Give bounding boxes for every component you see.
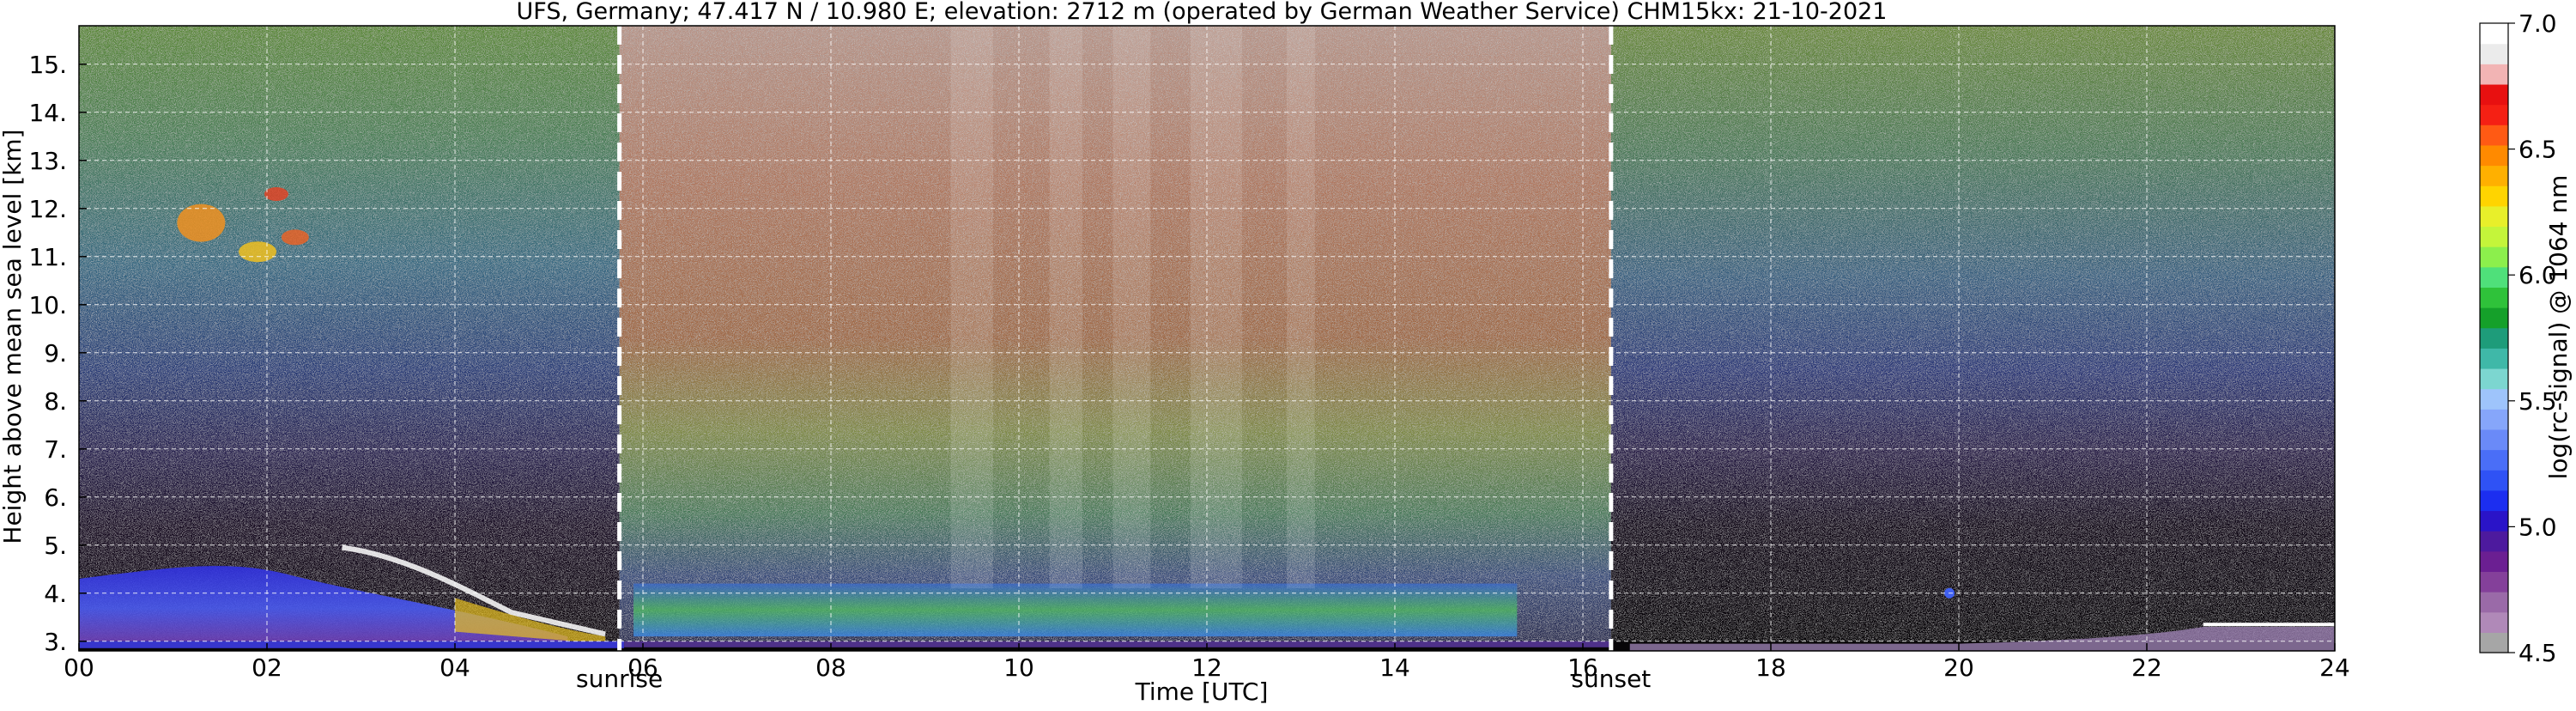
- y-tick-label: 10.: [28, 291, 67, 319]
- backscatter-features: [79, 26, 2335, 651]
- x-tick-label: 10: [1003, 653, 1034, 682]
- x-axis-label: Time [UTC]: [1135, 678, 1269, 706]
- colorbar-segment: [2480, 43, 2508, 64]
- x-tick-label: 24: [2319, 653, 2350, 682]
- colorbar-segment: [2480, 409, 2508, 430]
- x-tick-label: 04: [439, 653, 470, 682]
- colorbar-segment: [2480, 348, 2508, 369]
- y-tick-label: 15.: [28, 51, 67, 79]
- surface-signal-night: [79, 641, 625, 648]
- x-tick-label: 02: [252, 653, 282, 682]
- y-axis-label: Height above mean sea level [km]: [0, 129, 27, 544]
- cirrus-cloud-1: [177, 204, 226, 242]
- x-tick-label: 08: [815, 653, 846, 682]
- colorbar: 4.5 5.0 5.5 6.0 6.5 7.0: [2479, 9, 2557, 667]
- y-tick-label: 11.: [28, 243, 67, 271]
- colorbar-segment: [2480, 165, 2508, 186]
- colorbar-segment: [2480, 388, 2508, 410]
- y-tick-label: 6.: [44, 483, 67, 512]
- aerosol-layer-top: [342, 544, 606, 637]
- boundary-layer-transition: [455, 598, 606, 644]
- x-tick-label: 06: [627, 653, 658, 682]
- y-axis: 3. 4. 5. 6. 7. 8. 9. 10. 11. 12. 13. 14. 15.: [28, 51, 87, 656]
- colorbar-tick-label: 5.0: [2518, 513, 2557, 541]
- cirrus-cloud-3: [281, 229, 309, 246]
- daytime-streak: [1287, 26, 1315, 589]
- colorbar-segment: [2480, 327, 2508, 349]
- y-tick-label: 9.: [44, 339, 67, 368]
- colorbar-segment: [2480, 449, 2508, 471]
- daytime-streak: [950, 26, 993, 589]
- colorbar-tick-label: 6.0: [2518, 261, 2557, 289]
- y-tick-label: 5.: [44, 532, 67, 560]
- daytime-streak: [1049, 26, 1082, 589]
- colorbar-segment: [2480, 470, 2508, 491]
- colorbar-tick-label: 5.5: [2518, 387, 2557, 416]
- y-tick-label: 14.: [28, 99, 67, 127]
- colorbar-segment: [2480, 632, 2508, 653]
- cirrus-cloud-2: [239, 241, 277, 263]
- colorbar-segment: [2480, 611, 2508, 633]
- y-tick-label: 13.: [28, 147, 67, 175]
- colorbar-segment: [2480, 205, 2508, 228]
- colorbar-segment: [2480, 550, 2508, 573]
- colorbar-frame: [2479, 22, 2509, 653]
- colorbar-segment: [2480, 531, 2508, 552]
- colorbar-segment: [2480, 571, 2508, 592]
- daytime-streak: [1112, 26, 1151, 589]
- x-tick-label: 00: [64, 653, 94, 682]
- colorbar-tick-label: 4.5: [2518, 639, 2557, 667]
- x-tick-label: 14: [1379, 653, 1410, 682]
- colorbar-segment: [2480, 287, 2508, 308]
- x-tick-label: 18: [1755, 653, 1786, 682]
- sun-markers: sunrise sunset: [576, 26, 1651, 693]
- colorbar-tick-label: 6.5: [2518, 136, 2557, 164]
- colorbar-segment: [2480, 428, 2508, 451]
- colorbar-segment: [2480, 489, 2508, 512]
- colorbar-segment: [2480, 592, 2508, 613]
- x-axis: 00 02 04 06 08 10 12 14 16 18 20 22 24: [64, 643, 2350, 682]
- x-tick-label: 12: [1191, 653, 1222, 682]
- colorbar-segment: [2480, 23, 2508, 45]
- colorbar-segment: [2480, 104, 2508, 125]
- y-tick-label: 12.: [28, 195, 67, 223]
- colorbar-segment: [2480, 368, 2508, 390]
- sunset-label: sunset: [1571, 665, 1651, 693]
- x-tick-label: 20: [1943, 653, 1974, 682]
- colorbar-segment: [2480, 226, 2508, 247]
- cirrus-cloud-4: [264, 187, 288, 201]
- colorbar-segment: [2480, 144, 2508, 167]
- colorbar-segment: [2480, 64, 2508, 85]
- colorbar-segment: [2480, 510, 2508, 532]
- colorbar-segment: [2480, 246, 2508, 268]
- chart-title: UFS, Germany; 47.417 N / 10.980 E; eleva…: [517, 0, 1888, 25]
- colorbar-tick-label: 7.0: [2518, 9, 2557, 38]
- boundary-layer-night: [79, 566, 568, 651]
- colorbar-segment: [2480, 185, 2508, 207]
- y-tick-label: 4.: [44, 580, 67, 608]
- x-tick-label: 22: [2131, 653, 2162, 682]
- y-tick-label: 7.: [44, 435, 67, 464]
- daytime-streak: [1190, 26, 1243, 589]
- surface-signal-evening: [1629, 627, 2335, 651]
- surface-signal-day: [624, 641, 1611, 647]
- colorbar-segment: [2480, 266, 2508, 288]
- sunrise-label: sunrise: [576, 665, 663, 693]
- grid-lines: [79, 26, 2335, 651]
- x-tick-label: 16: [1567, 653, 1598, 682]
- colorbar-segment: [2480, 307, 2508, 329]
- colorbar-segment: [2480, 83, 2508, 106]
- y-tick-label: 3.: [44, 628, 67, 656]
- colorbar-segment: [2480, 125, 2508, 146]
- y-tick-label: 8.: [44, 387, 67, 416]
- boundary-layer-day: [633, 583, 1518, 637]
- colorbar-label: log(rc-signal) @ 1064 nm: [2544, 175, 2573, 480]
